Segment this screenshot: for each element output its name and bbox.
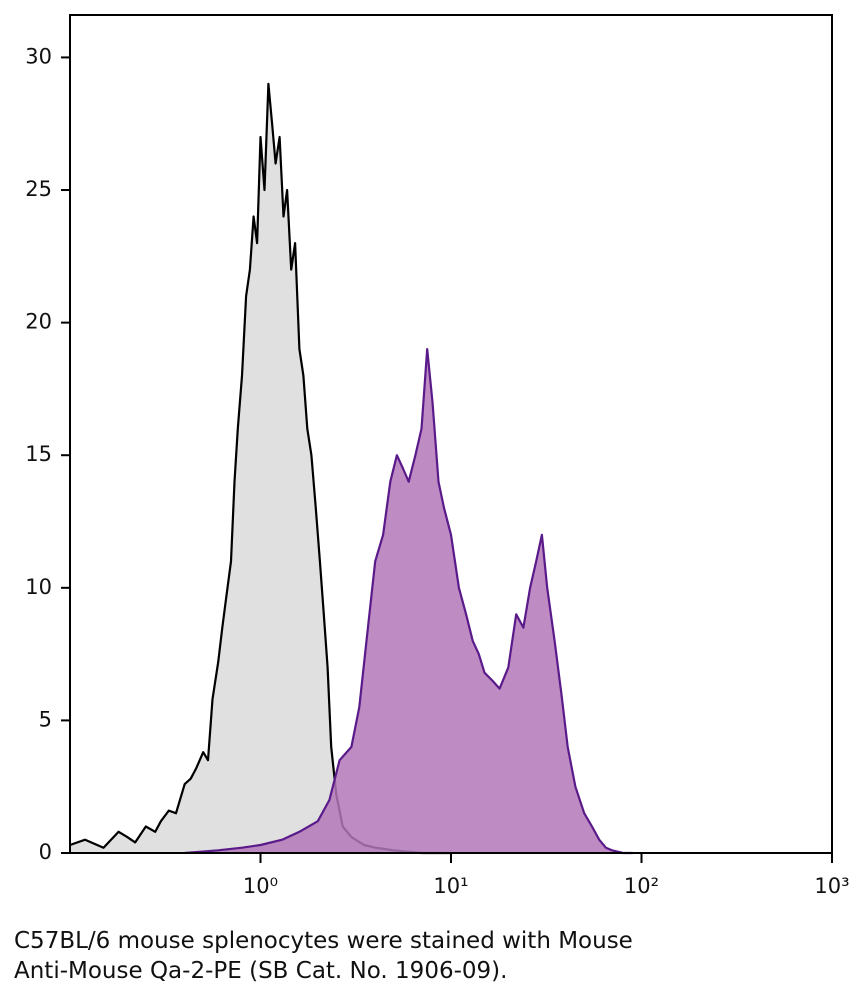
x-tick-label: 10³ xyxy=(814,874,849,898)
y-tick-label: 10 xyxy=(25,575,52,599)
chart: 0 5 10 15 20 25 30 10⁰ 10¹ 10² 10³ xyxy=(25,14,850,898)
caption-line: C57BL/6 mouse splenocytes were stained w… xyxy=(14,928,633,954)
x-tick-label: 10⁰ xyxy=(243,874,278,898)
x-tick-label: 10¹ xyxy=(433,874,468,898)
y-tick-label: 0 xyxy=(39,840,52,864)
x-tick-label: 10² xyxy=(624,874,659,898)
histogram-line xyxy=(184,348,633,855)
histogram-line xyxy=(69,82,451,855)
histogram-area xyxy=(70,83,451,853)
y-tick-label: 20 xyxy=(25,310,52,334)
y-tick-label: 30 xyxy=(25,44,52,68)
y-tick-label: 5 xyxy=(39,707,52,731)
caption-line: Anti-Mouse Qa-2-PE (SB Cat. No. 1906-09)… xyxy=(14,958,508,984)
caption: C57BL/6 mouse splenocytes were stained w… xyxy=(14,926,633,986)
histogram-area xyxy=(184,349,633,853)
y-tick-label: 25 xyxy=(25,177,52,201)
y-tick-label: 15 xyxy=(25,442,52,466)
